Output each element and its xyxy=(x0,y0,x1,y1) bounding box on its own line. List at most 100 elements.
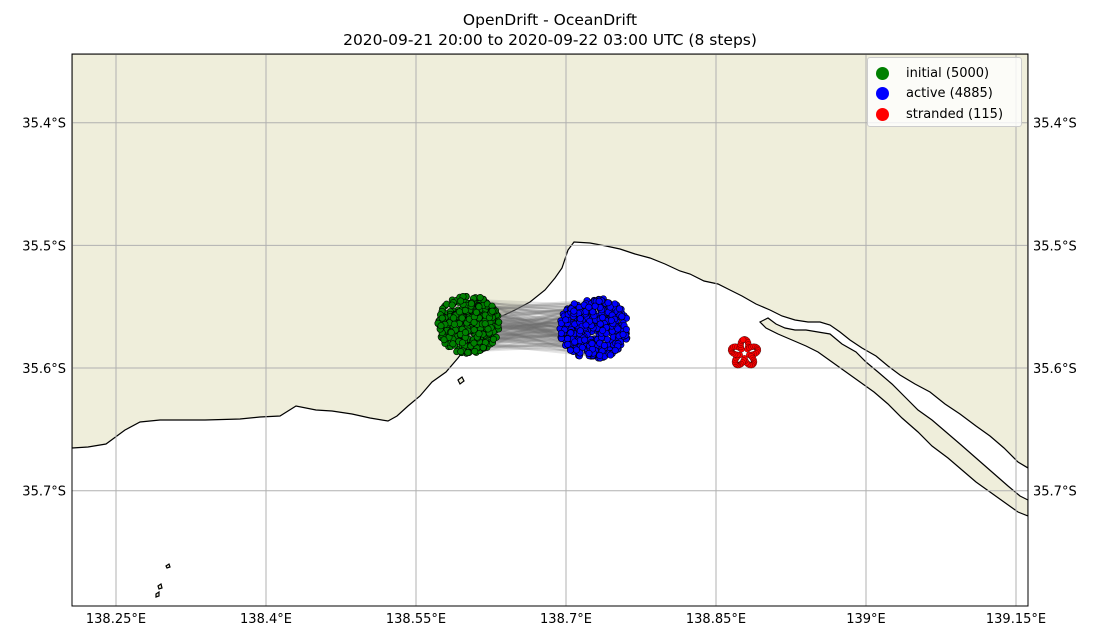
lat-tick-label-right: 35.6°S xyxy=(1033,362,1077,377)
lon-tick-label: 139°E xyxy=(846,612,886,627)
legend-marker-initial xyxy=(876,66,889,80)
particle-initial xyxy=(470,318,478,326)
particle-active xyxy=(599,314,607,322)
particle-initial xyxy=(471,347,479,355)
particle-active xyxy=(588,339,596,347)
particle-active xyxy=(604,299,612,307)
particle-active xyxy=(576,315,584,323)
particle-active xyxy=(618,313,626,321)
axis-tick-labels: 138.25°E 138.4°E 138.55°E 138.7°E 138.85°E 13… xyxy=(22,117,1076,627)
particle-initial xyxy=(461,328,469,336)
particle-active xyxy=(570,300,578,308)
particle-active xyxy=(567,329,575,337)
particle-active xyxy=(595,297,603,305)
legend-label-initial: initial (5000) xyxy=(906,65,990,81)
particle-active xyxy=(615,305,623,313)
land-island xyxy=(758,317,1028,517)
particle-active xyxy=(599,326,607,334)
particle-initial xyxy=(495,318,503,326)
legend: initial (5000) active (4885) stranded (1… xyxy=(867,57,1022,127)
particle-active xyxy=(600,341,608,349)
legend-marker-stranded xyxy=(876,107,889,121)
particle-stranded xyxy=(739,336,747,343)
particle-initial xyxy=(456,308,464,316)
particle-active xyxy=(557,329,565,337)
land-islet xyxy=(155,590,160,598)
legend-marker-active xyxy=(876,86,889,100)
trajectory-line xyxy=(487,327,574,349)
particle-active xyxy=(619,331,627,339)
lat-tick-label-left: 35.7°S xyxy=(22,485,66,500)
particle-active xyxy=(576,327,584,335)
legend-item-active: active (4885) xyxy=(876,83,993,103)
particle-active xyxy=(572,346,580,354)
particle-active xyxy=(564,340,572,348)
particle-active xyxy=(570,307,578,315)
lat-tick-label-right: 35.4°S xyxy=(1033,117,1077,132)
particle-initial xyxy=(457,348,465,356)
particle-initial xyxy=(467,300,475,308)
land-islet xyxy=(165,563,171,569)
lat-tick-label-right: 35.7°S xyxy=(1033,485,1077,500)
gridlines xyxy=(72,54,1028,606)
particle-initial xyxy=(484,325,492,333)
map-frame xyxy=(71,53,1029,607)
particle-initial xyxy=(475,330,483,338)
lon-tick-label: 138.25°E xyxy=(86,612,146,627)
lat-tick-label-right: 35.5°S xyxy=(1033,239,1077,254)
particle-active xyxy=(585,303,593,311)
particle-initial xyxy=(450,320,458,328)
lat-tick-label-left: 35.5°S xyxy=(22,239,66,254)
lon-tick-label: 139.15°E xyxy=(986,612,1046,627)
particle-initial xyxy=(448,301,456,309)
particle-initial xyxy=(457,297,465,305)
particle-active xyxy=(566,346,574,354)
particle-active xyxy=(582,321,590,329)
particle-initial xyxy=(479,344,487,352)
particle-initial xyxy=(464,349,472,357)
particle-initial xyxy=(447,328,455,336)
particle-active xyxy=(614,325,622,333)
trajectory-line xyxy=(493,325,563,330)
particle-initial xyxy=(475,303,483,311)
legend-label-stranded: stranded (115) xyxy=(906,106,1004,122)
lat-tick-label-left: 35.4°S xyxy=(22,117,66,132)
land-islet xyxy=(157,583,163,590)
particle-initial xyxy=(438,314,446,322)
particle-active xyxy=(596,320,604,328)
land-mainland xyxy=(72,54,1028,469)
particle-initial xyxy=(458,339,466,347)
particle-active xyxy=(585,349,593,357)
legend-item-initial: initial (5000) xyxy=(876,63,989,83)
legend-label-active: active (4885) xyxy=(906,85,993,101)
particle-initial xyxy=(458,314,466,322)
particle-active xyxy=(607,351,615,359)
title-line-2: 2020-09-21 20:00 to 2020-09-22 03:00 UTC… xyxy=(343,31,757,49)
particle-active xyxy=(611,346,619,354)
particle-active xyxy=(581,336,589,344)
lon-tick-label: 138.85°E xyxy=(686,612,746,627)
particle-active xyxy=(596,351,604,359)
lon-tick-label: 138.4°E xyxy=(240,612,292,627)
particle-initial xyxy=(449,340,457,348)
trajectory-line xyxy=(486,309,575,349)
particle-initial xyxy=(481,320,489,328)
particle-active xyxy=(571,338,579,346)
particle-initial xyxy=(440,336,448,344)
particle-initial xyxy=(489,335,497,343)
land-islet xyxy=(457,376,465,385)
particle-initial xyxy=(476,294,484,302)
particle-initial xyxy=(450,314,458,322)
particle-initial xyxy=(437,322,445,330)
map-title: OpenDrift - OceanDrift 2020-09-21 20:00 … xyxy=(0,10,1100,50)
particle-initial xyxy=(470,339,478,347)
lon-tick-label: 138.7°E xyxy=(540,612,592,627)
lat-tick-label-left: 35.6°S xyxy=(22,362,66,377)
particle-initial xyxy=(472,308,480,316)
particle-initial xyxy=(461,306,469,314)
particle-initial xyxy=(488,307,496,315)
lon-tick-label: 138.55°E xyxy=(386,612,446,627)
particle-active xyxy=(607,316,615,324)
particle-active xyxy=(562,316,570,324)
